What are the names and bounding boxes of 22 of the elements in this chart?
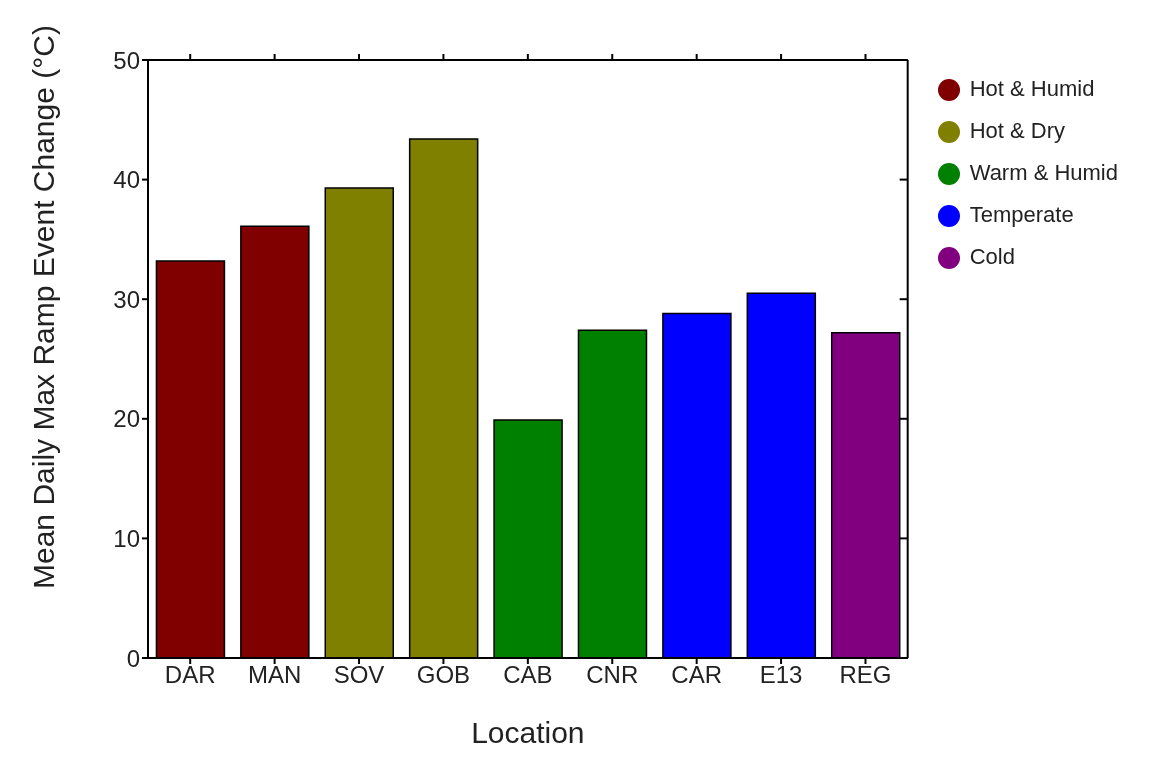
x-tick-label: SOV <box>333 661 385 689</box>
x-tick-label: REG <box>839 661 892 689</box>
legend-label: Temperate <box>969 202 1074 227</box>
x-tick-label: CAB <box>503 661 553 689</box>
x-axis-title: Location <box>471 716 585 749</box>
x-tick-label: DAR <box>164 661 216 689</box>
x-tick-label: CNR <box>586 661 639 689</box>
x-tick-label: CAR <box>671 661 722 689</box>
y-tick-label: 50 <box>113 46 140 74</box>
y-tick-label: 20 <box>113 405 140 433</box>
y-tick-label: 30 <box>113 285 140 313</box>
x-tick-label: GOB <box>416 661 471 689</box>
legend-label: Cold <box>969 244 1015 269</box>
legend-label: Hot & Dry <box>969 118 1066 143</box>
x-tick-label: E13 <box>759 661 803 689</box>
y-tick-label: 0 <box>126 644 140 672</box>
y-tick-label: 40 <box>113 166 140 194</box>
y-axis-title: Mean Daily Max Ramp Event Change (°C) <box>26 25 60 589</box>
legend-label: Warm & Humid <box>969 160 1118 185</box>
y-tick-label: 10 <box>113 524 140 552</box>
x-tick-label: MAN <box>247 661 302 689</box>
legend-label: Hot & Humid <box>969 76 1095 101</box>
